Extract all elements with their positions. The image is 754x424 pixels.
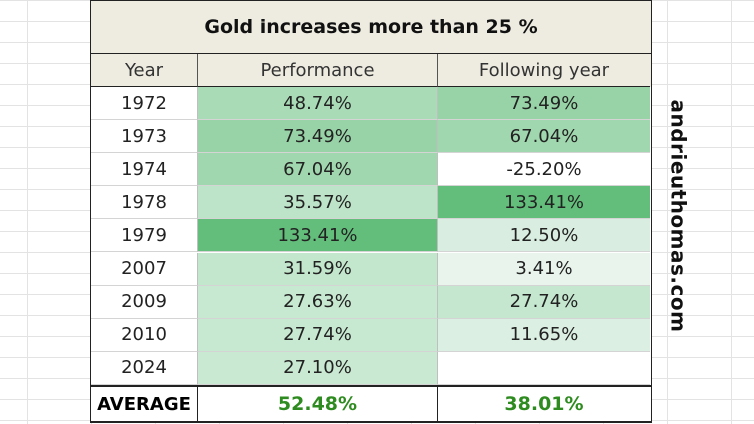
table-row: 2007 31.59% 3.41% — [91, 252, 651, 286]
performance-cell[interactable]: 48.74% — [198, 87, 438, 121]
table-row: 2024 27.10% — [91, 351, 651, 385]
table-row: 2009 27.63% 27.74% — [91, 285, 651, 319]
header-row: Year Performance Following year — [91, 54, 651, 87]
following-year-cell[interactable]: 12.50% — [438, 219, 650, 253]
year-cell[interactable]: 1978 — [91, 186, 198, 220]
performance-cell[interactable]: 31.59% — [198, 252, 438, 286]
following-year-cell[interactable]: 133.41% — [438, 186, 650, 220]
performance-cell[interactable]: 27.10% — [198, 351, 438, 385]
performance-cell[interactable]: 35.57% — [198, 186, 438, 220]
average-label[interactable]: AVERAGE — [91, 387, 198, 421]
table-row: 1978 35.57% 133.41% — [91, 186, 651, 220]
year-cell[interactable]: 1973 — [91, 120, 198, 154]
table-row: 1979 133.41% 12.50% — [91, 219, 651, 253]
watermark: andrieuthomas.com — [665, 100, 691, 333]
performance-cell[interactable]: 27.63% — [198, 285, 438, 319]
header-following-year[interactable]: Following year — [438, 54, 650, 87]
following-year-cell[interactable]: 3.41% — [438, 252, 650, 286]
year-cell[interactable]: 2024 — [91, 351, 198, 385]
performance-cell[interactable]: 27.74% — [198, 318, 438, 352]
table-row: 1972 48.74% 73.49% — [91, 87, 651, 121]
year-cell[interactable]: 1974 — [91, 153, 198, 187]
following-year-cell[interactable]: -25.20% — [438, 153, 650, 187]
year-cell[interactable]: 2010 — [91, 318, 198, 352]
average-row: AVERAGE 52.48% 38.01% — [91, 385, 651, 421]
year-cell[interactable]: 1972 — [91, 87, 198, 121]
year-cell[interactable]: 1979 — [91, 219, 198, 253]
following-year-cell[interactable]: 27.74% — [438, 285, 650, 319]
average-performance[interactable]: 52.48% — [198, 387, 438, 421]
watermark-text: andrieuthomas.com — [666, 99, 691, 333]
performance-cell[interactable]: 133.41% — [198, 219, 438, 253]
table-row: 1974 67.04% -25.20% — [91, 153, 651, 187]
table-title[interactable]: Gold increases more than 25 % — [91, 0, 651, 54]
gold-table: Gold increases more than 25 % Year Perfo… — [90, 0, 652, 423]
average-following-year[interactable]: 38.01% — [504, 393, 584, 415]
table-row: 2010 27.74% 11.65% — [91, 318, 651, 352]
header-performance[interactable]: Performance — [198, 54, 438, 87]
following-year-cell[interactable]: 11.65% — [438, 318, 650, 352]
following-year-cell[interactable] — [438, 351, 650, 385]
table-row: 1973 73.49% 67.04% — [91, 120, 651, 154]
following-year-cell[interactable]: 67.04% — [438, 120, 650, 154]
performance-cell[interactable]: 67.04% — [198, 153, 438, 187]
year-cell[interactable]: 2009 — [91, 285, 198, 319]
following-year-cell[interactable]: 73.49% — [438, 87, 650, 121]
header-year[interactable]: Year — [91, 54, 198, 87]
performance-cell[interactable]: 73.49% — [198, 120, 438, 154]
year-cell[interactable]: 2007 — [91, 252, 198, 286]
